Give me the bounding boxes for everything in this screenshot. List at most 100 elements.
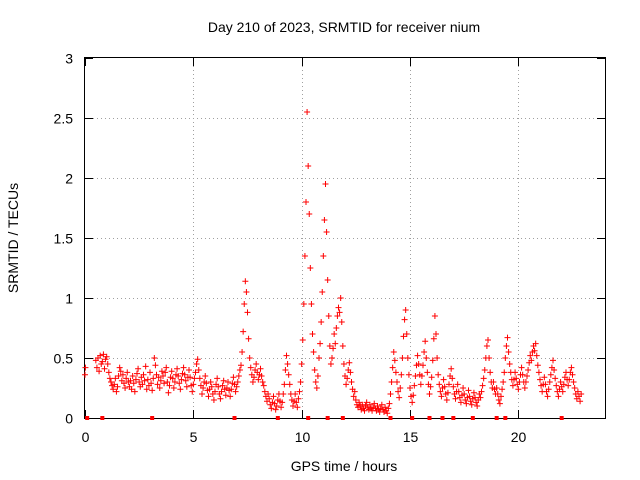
data-point (241, 301, 248, 307)
data-point (111, 381, 118, 388)
data-point (496, 400, 503, 407)
data-point (214, 375, 221, 382)
data-point (509, 382, 516, 389)
data-point (220, 377, 227, 384)
data-point (245, 335, 252, 342)
data-point (227, 393, 234, 400)
gap-marker (440, 416, 445, 420)
data-point (270, 393, 277, 400)
data-point (205, 393, 212, 400)
data-point (199, 391, 205, 397)
data-point (257, 365, 264, 372)
data-point (465, 387, 472, 394)
tick-labels: 0 0.5 1 1.5 2 2.5 3 0 5 10 15 20 (54, 51, 527, 446)
data-point (512, 369, 519, 376)
data-point (155, 374, 162, 381)
data-point (157, 377, 164, 384)
data-point (108, 379, 114, 385)
data-point (326, 343, 333, 349)
data-point (495, 397, 502, 403)
data-point (148, 380, 155, 387)
data-point (344, 375, 351, 382)
data-point (234, 379, 241, 385)
data-point (121, 380, 127, 387)
x-tick-label: 5 (190, 429, 198, 445)
data-point (192, 369, 199, 376)
data-point (410, 392, 417, 399)
data-point (176, 380, 183, 387)
gap-marker (232, 416, 237, 420)
data-point (417, 381, 424, 388)
data-point (212, 388, 218, 395)
data-point (150, 375, 157, 382)
data-point (348, 379, 355, 385)
data-point (247, 364, 254, 371)
x-tick-label: 20 (511, 429, 527, 445)
y-tick-label: 3 (65, 51, 73, 67)
data-point (481, 367, 488, 373)
data-point (149, 387, 156, 394)
data-point (152, 362, 159, 369)
data-point (320, 253, 327, 259)
data-point (334, 313, 341, 319)
data-point (183, 383, 190, 390)
data-point (178, 376, 185, 383)
data-point (396, 394, 403, 401)
data-point (278, 404, 285, 411)
data-point (521, 385, 528, 391)
data-point (239, 349, 246, 355)
data-points (82, 109, 585, 417)
gap-marker (100, 416, 105, 420)
data-point (255, 376, 262, 383)
data-point (142, 363, 149, 370)
data-point (232, 388, 239, 395)
data-point (119, 371, 126, 378)
data-point (236, 367, 243, 373)
data-point (140, 371, 147, 378)
data-point (499, 386, 506, 393)
data-point (313, 385, 320, 391)
gap-marker (451, 416, 456, 420)
data-point (182, 377, 189, 384)
data-point (533, 352, 540, 359)
data-point (144, 376, 151, 383)
data-point (249, 379, 256, 385)
data-point (242, 278, 249, 285)
data-point (433, 331, 439, 337)
data-point (191, 375, 198, 382)
data-point (477, 394, 484, 401)
data-point (99, 358, 106, 365)
data-point (452, 395, 459, 402)
gap-marker (325, 416, 330, 420)
data-point (461, 391, 468, 397)
data-point (161, 380, 168, 387)
data-point (187, 374, 194, 381)
data-point (218, 388, 225, 395)
data-point (266, 395, 273, 402)
data-point (403, 331, 410, 337)
data-point (441, 383, 448, 390)
data-point (258, 373, 265, 379)
data-point (421, 349, 428, 355)
data-point (273, 403, 280, 409)
data-point (325, 313, 332, 319)
data-point (190, 381, 197, 388)
y-tick-label: 0.5 (54, 351, 74, 367)
data-point (202, 373, 209, 379)
data-point (129, 373, 136, 379)
data-point (430, 335, 437, 342)
data-point (110, 386, 117, 393)
data-point (356, 399, 363, 406)
data-point (82, 364, 89, 371)
data-point (207, 379, 214, 385)
data-point (322, 181, 329, 187)
data-point (559, 388, 566, 395)
data-point (284, 361, 291, 367)
data-point (336, 309, 343, 316)
data-point (378, 401, 385, 408)
data-point (331, 331, 338, 337)
data-point (493, 385, 500, 391)
data-point (418, 373, 425, 379)
data-point (253, 361, 260, 367)
data-point (272, 406, 279, 413)
